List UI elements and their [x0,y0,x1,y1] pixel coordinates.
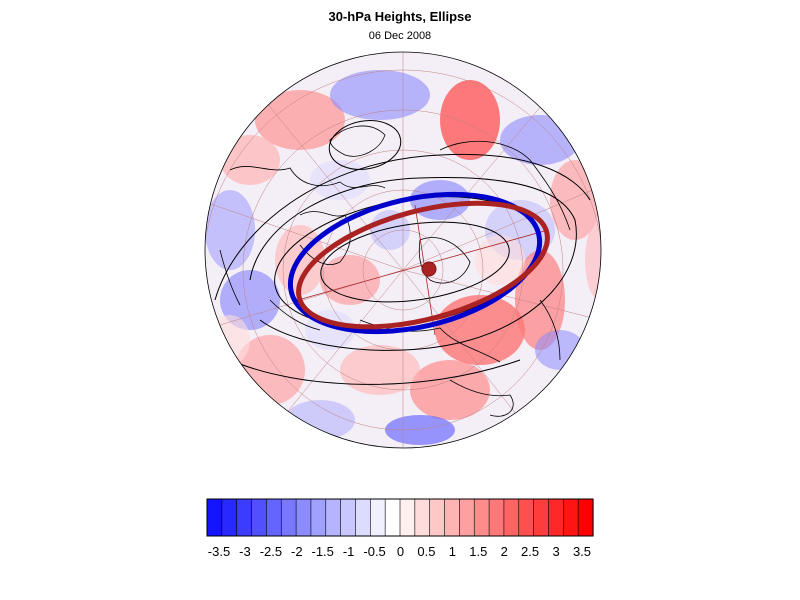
colorbar-frame [206,498,594,537]
colorbar-swatch [518,498,535,537]
colorbar-swatch [370,498,386,537]
colorbar-tick-label: 1.5 [469,544,487,559]
colorbar-swatch [280,498,297,537]
colorbar-tick-label: 0 [397,544,404,559]
colorbar-swatch [459,498,475,537]
colorbar-tick-label: -3 [239,544,251,559]
globe-outline [204,51,602,449]
colorbar-tick-label: -3.5 [208,544,230,559]
climatology-ellipse [296,200,550,330]
colorbar-swatch [548,498,564,537]
anomaly-patch [410,360,490,420]
colorbar-swatch [399,498,416,537]
colorbar-swatch [206,498,223,537]
anomaly-patch [340,345,420,395]
colorbar-swatch [266,498,282,537]
colorbar-tick-label: -2 [291,544,303,559]
colorbar-swatch [429,498,446,537]
colorbar-swatch [325,498,342,537]
colorbar-tick-label: 3 [552,544,559,559]
colorbar-swatch [221,498,238,537]
colorbar-swatch [236,498,253,537]
colorbar-swatch [414,498,431,537]
anomaly-patch [310,160,370,200]
colorbar-swatch [503,498,520,537]
polar-map [204,51,602,449]
anomaly-patch [475,235,525,285]
anomaly-patch [320,255,380,305]
anomaly-patch [550,160,600,240]
anomaly-patch [255,90,345,150]
anomaly-patch [330,70,430,120]
ellipse-center-marker [421,261,437,277]
colorbar-swatch [577,498,594,537]
anomaly-patch [440,80,500,160]
anomaly-patch [385,415,455,445]
colorbar-swatch [384,498,401,537]
plot-title: 30-hPa Heights, Ellipse [328,9,472,24]
anomaly-patch [585,220,601,300]
colorbar-swatch [533,498,550,537]
colorbar-swatch [488,498,505,537]
colorbar-tick-label: -1.5 [311,544,333,559]
colorbar-tick-label: -1 [343,544,355,559]
colorbar-tick-label: -2.5 [260,544,282,559]
colorbar-swatch [444,498,460,537]
plot-date: 06 Dec 2008 [368,30,432,42]
anomaly-patch [220,270,280,330]
anomaly-patch [220,135,280,185]
colorbar-tick-label: 1 [449,544,456,559]
colorbar-swatch [340,498,357,537]
coastlines [219,125,571,417]
anomaly-patch [205,190,255,270]
colorbar-swatch [563,498,579,537]
colorbar-swatch [295,498,312,537]
colorbar-tick-label: 3.5 [573,544,591,559]
colorbar-swatch [473,498,490,537]
colorbar-swatch [251,498,267,537]
height-anomaly-field [205,70,601,445]
colorbar-swatches [206,498,594,537]
colorbar-tick-label: 2 [501,544,508,559]
colorbar-tick-label: 0.5 [417,544,435,559]
colorbar-tick-labels: -3.5 -3 -2.5 -2 -1.5 -1 -0.5 0 0.5 1 1.5 2 2.5 3 3.5 [208,544,591,559]
colorbar-swatch [310,498,327,537]
colorbar-tick-label: 2.5 [521,544,539,559]
observed-ellipse [287,191,543,335]
colorbar-tick-label: -0.5 [363,544,385,559]
colorbar-swatch [355,498,371,537]
